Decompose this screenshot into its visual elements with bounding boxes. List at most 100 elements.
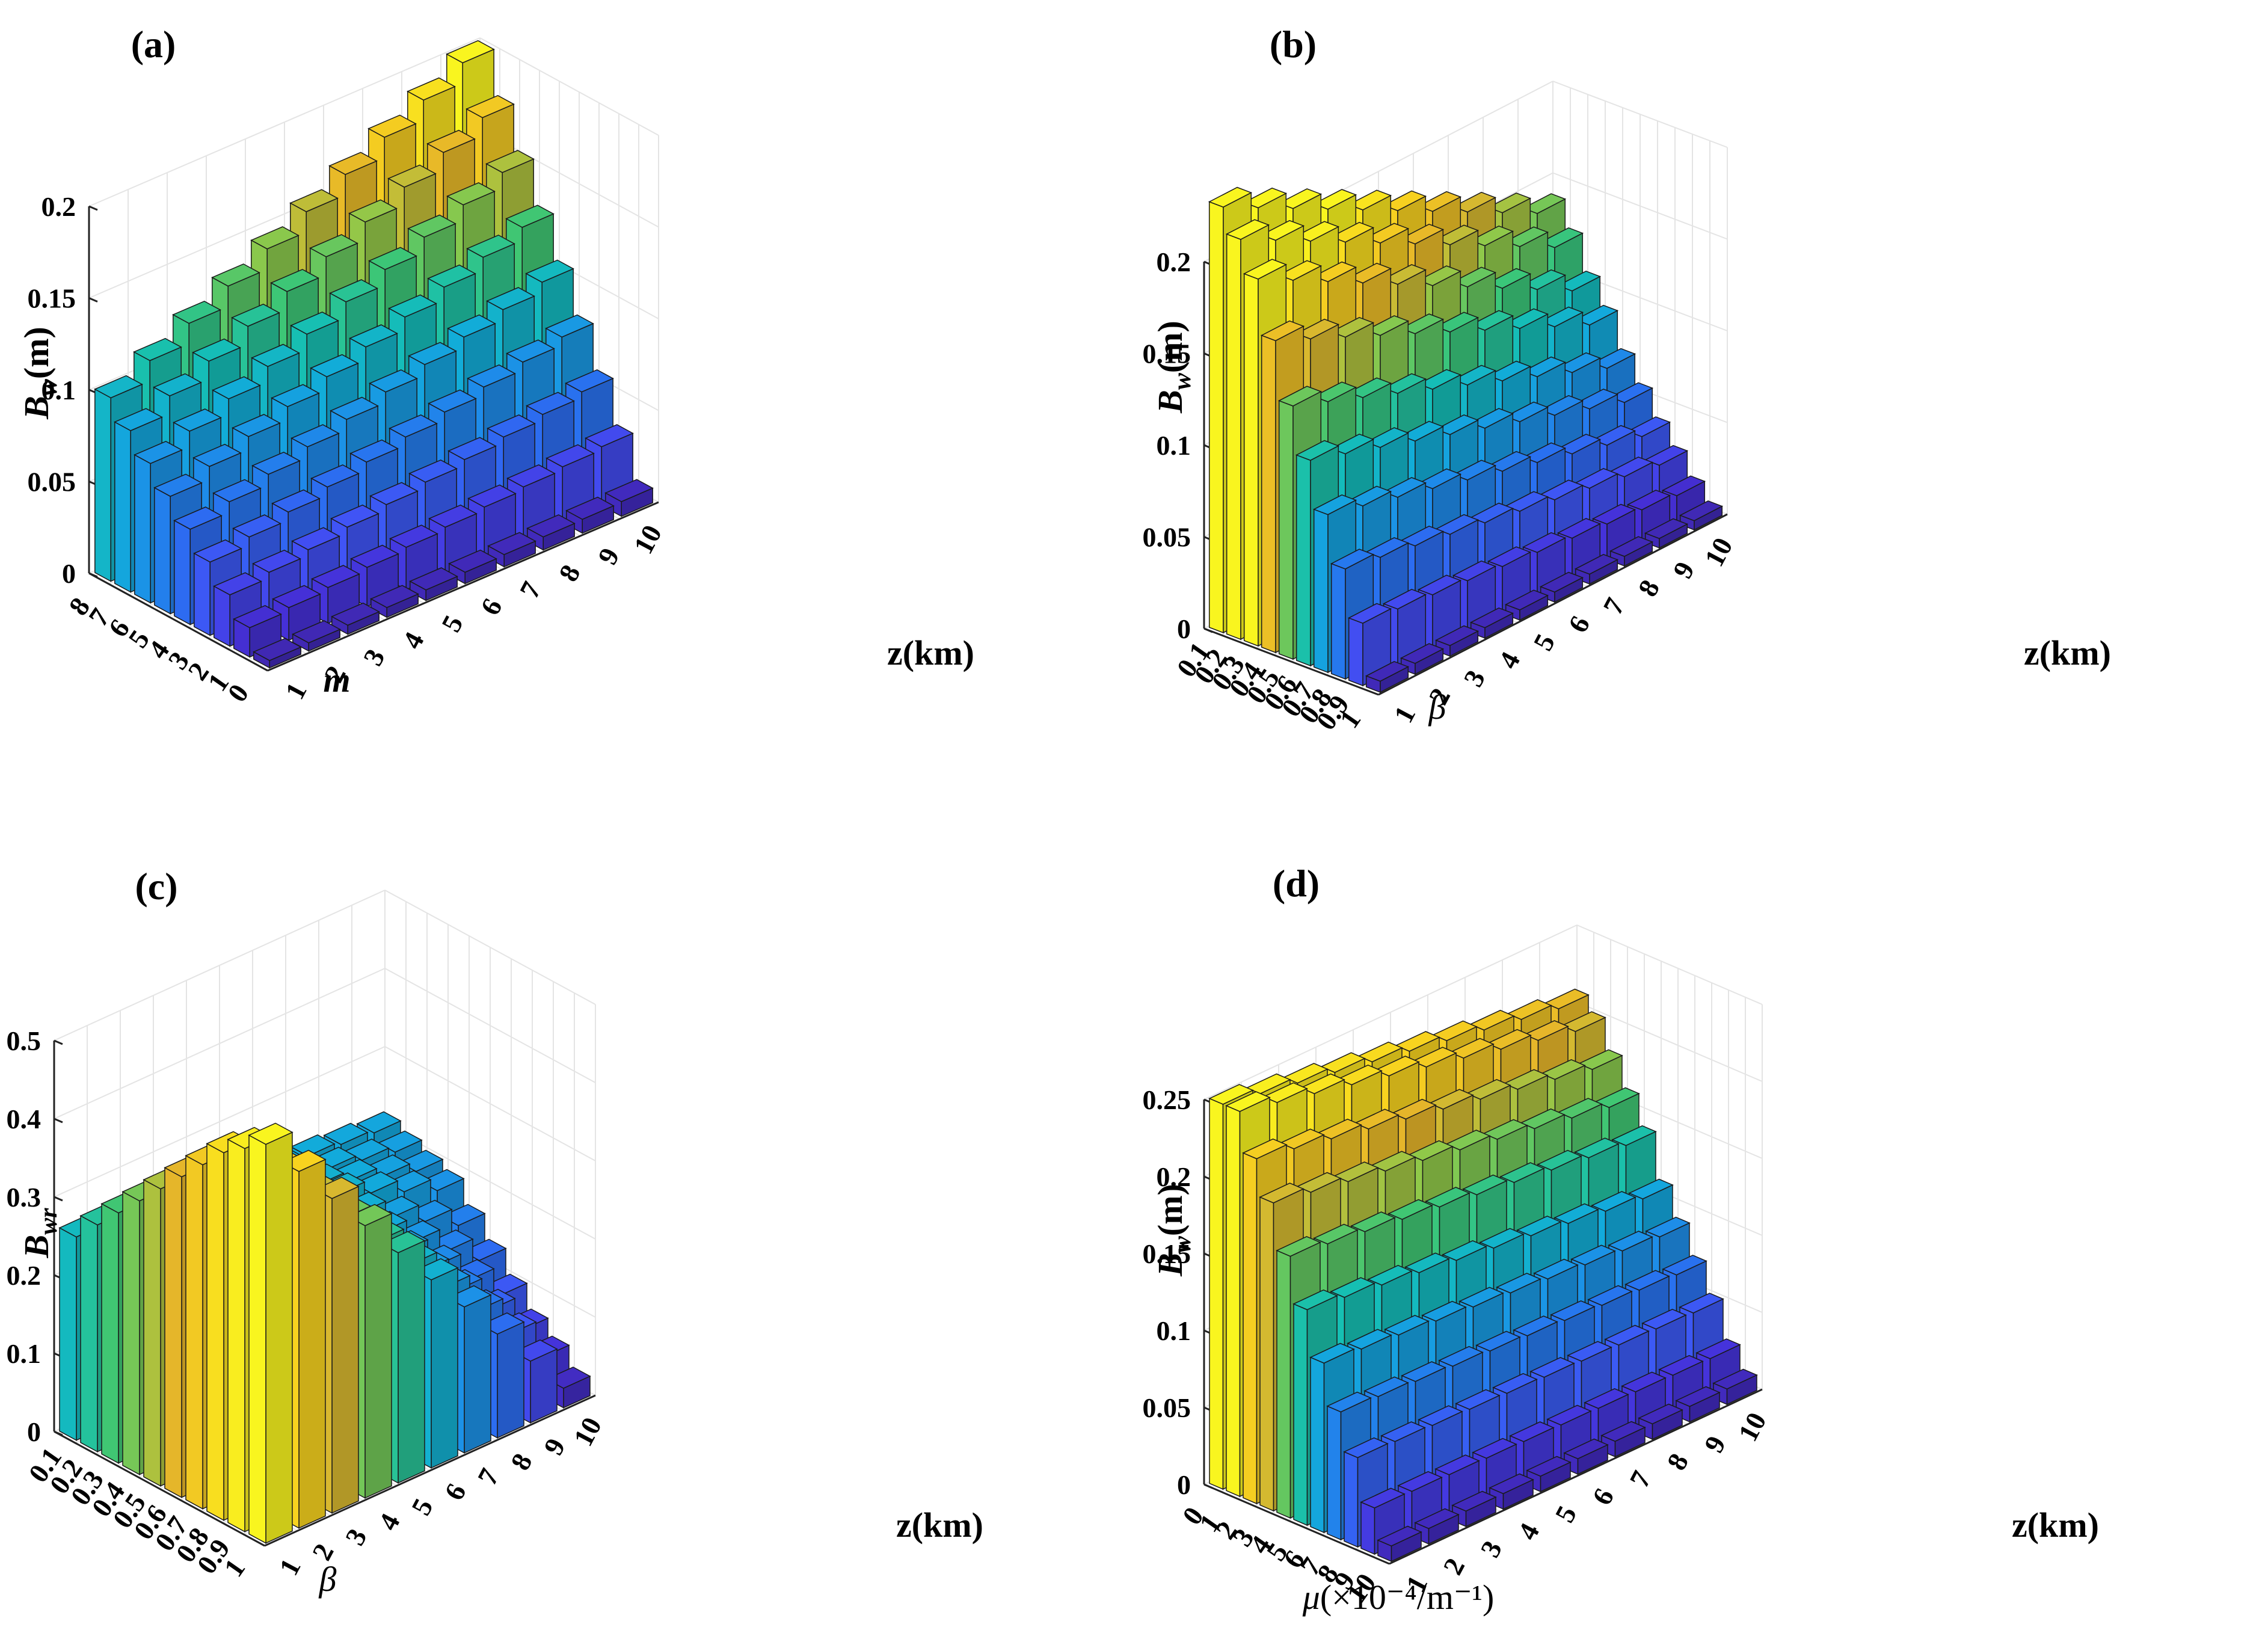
bar-face-front (1208, 201, 1224, 633)
bar-face-top (1360, 1487, 1406, 1508)
z-tick-label: 0.15 (1143, 339, 1191, 369)
bar-face-top (369, 482, 419, 505)
bar-face-top (1259, 1182, 1305, 1204)
bar (248, 1122, 293, 1544)
bar-face-top (1509, 1421, 1555, 1442)
bar-face-top (1276, 1236, 1321, 1257)
bar-face-top (1591, 1191, 1636, 1212)
bar-face-front (1293, 1303, 1308, 1527)
z-tick-label: 0.3 (7, 1182, 41, 1213)
grid-line (384, 890, 596, 1005)
bar-face-top (1658, 1355, 1704, 1376)
y-tick-label: 8 (553, 560, 586, 586)
bar-face-top (348, 199, 398, 223)
z-tick-mark (54, 1118, 63, 1124)
y-tick-label: 7 (472, 1463, 505, 1490)
bar-face-top (349, 324, 398, 348)
bar-face-top (172, 300, 221, 324)
z-tick-mark (54, 1039, 63, 1045)
bar-face-front (94, 388, 111, 582)
bar-face-top (1469, 607, 1514, 629)
z-tick-label: 0.2 (1157, 247, 1191, 277)
bar-face-top (1208, 186, 1253, 208)
z-tick-label: 0.15 (28, 283, 76, 314)
z-tick-label: 0.2 (1157, 1161, 1191, 1192)
z-axis-label-main: B (1151, 1253, 1190, 1277)
bar-face-top (506, 339, 555, 363)
bar-face-top (1695, 1338, 1741, 1359)
bar-face-top (506, 464, 556, 488)
bar (604, 479, 654, 517)
grid-line (88, 37, 481, 207)
z-tick-label: 0.1 (7, 1338, 41, 1369)
bar-face-front (1295, 454, 1311, 666)
bar-face-top (427, 264, 476, 288)
y-tick-label: 7 (1597, 593, 1630, 620)
x-tick-label: 0 (1176, 1501, 1209, 1530)
panel-b: 0 0.05 0.1 0.15 0.2 1 0.9 0.8 0.7 0.6 0.5 0.4 0.3 0.2… (1134, 0, 2268, 818)
z-axis-label-main: B (17, 1235, 56, 1259)
bar-face-top (232, 514, 281, 538)
bar-face-top (1347, 603, 1392, 624)
z-tick-label: 0.25 (1143, 1084, 1191, 1115)
x-axis-label-main: β (319, 1560, 337, 1599)
bar-face-top (1516, 1216, 1562, 1237)
bar-face-top (1458, 1287, 1504, 1308)
bar-face-top (1277, 386, 1323, 407)
bar-face-top (309, 234, 358, 257)
bar (292, 620, 341, 652)
bar-face-side (431, 1267, 458, 1469)
y-tick-label: 4 (1511, 1518, 1545, 1545)
bar-face-top (485, 150, 535, 173)
bar-face-front (1243, 1152, 1258, 1505)
bar (1526, 1456, 1572, 1493)
y-tick-label: 6 (1562, 611, 1596, 638)
bar-face-front (1226, 1105, 1241, 1498)
x-axis-line (1203, 1483, 1390, 1565)
grid-line (54, 968, 386, 1119)
bar-face-top (1587, 1285, 1633, 1306)
bar-face-top (1492, 1373, 1538, 1394)
grid-line (1576, 924, 1763, 1005)
bar-face-top (1330, 549, 1375, 570)
y-axis-label: z(km) (896, 1505, 983, 1545)
x-axis-label-main: m (323, 660, 350, 700)
bar-face-top (1343, 1437, 1389, 1459)
bar-face-front (164, 1167, 182, 1498)
bar-face-side (298, 1158, 326, 1529)
bar-face-top (526, 514, 576, 538)
bar-face-top (369, 369, 418, 393)
bar-face-top (1309, 1342, 1355, 1364)
y-tick-label: 4 (1492, 647, 1526, 674)
bar-face-top (1563, 1438, 1609, 1460)
y-tick-label: 6 (1586, 1483, 1620, 1510)
bar-face-top (1550, 1300, 1596, 1321)
bar-face-top (1417, 574, 1462, 595)
bar-face-top (1208, 1084, 1254, 1105)
x-axis-line (88, 572, 268, 672)
bar-face-side (398, 1240, 425, 1484)
bar-face-top (232, 414, 281, 437)
bar (1638, 1403, 1683, 1441)
bar-face-front (1276, 1249, 1291, 1519)
bar-face-top (192, 443, 242, 467)
y-tick-label: 9 (1698, 1431, 1732, 1457)
bar-face-top (1496, 1273, 1541, 1294)
bar-face-top (1662, 1255, 1707, 1276)
y-axis-label: z(km) (887, 633, 974, 672)
bar-face-top (310, 464, 360, 488)
bar-face-top (330, 504, 380, 528)
bar (1539, 571, 1584, 603)
bar-face-top (356, 1111, 402, 1134)
grid-line (54, 890, 386, 1041)
bar-face-top (604, 479, 654, 502)
bar-face-top (270, 269, 319, 292)
panel-d: 0 0.05 0.1 0.15 0.2 0.25 10 9 8 7 6 5 4 3 2 1 0 1 2 3 4 5 6 7 8 9… (1134, 818, 2268, 1636)
bar-face-top (1539, 571, 1584, 593)
panel-c: 0 0.1 0.2 0.3 0.4 0.5 1 0.9 0.8 0.7 0.6 0.5 0.4 0.3 0.… (0, 818, 1134, 1636)
bar-face-top (311, 565, 360, 588)
bar-face-top (545, 444, 595, 468)
grid-line (479, 37, 659, 136)
z-axis-label-unit: (m) (1151, 1184, 1190, 1236)
